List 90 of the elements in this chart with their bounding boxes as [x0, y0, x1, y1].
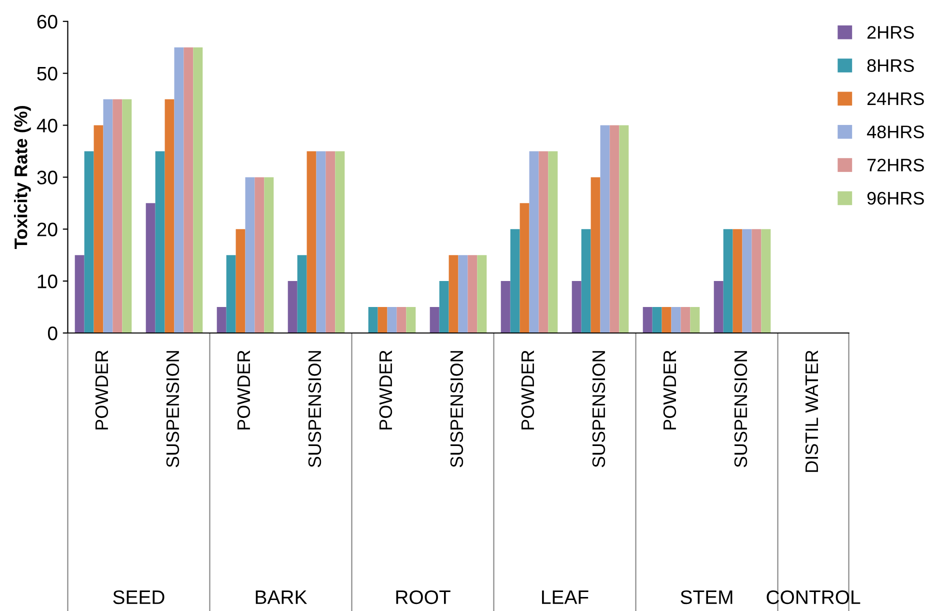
x-tick-label: POWDER: [663, 350, 676, 430]
bar: [216, 307, 226, 333]
bar: [164, 99, 174, 333]
text: STEM: [680, 590, 732, 604]
bar: [193, 47, 203, 333]
legend-label: 48HRS: [866, 126, 924, 138]
x-tick-label: SUSPENSION: [450, 351, 464, 468]
bar: [306, 151, 316, 333]
legend-label: 96HRS: [867, 192, 924, 205]
x-tick-label: DISTIL WATER: [805, 350, 818, 472]
bar: [74, 255, 84, 333]
bar: [690, 307, 700, 333]
bar: [439, 281, 449, 333]
bar: [112, 99, 122, 333]
bar: [619, 125, 629, 333]
bar: [184, 47, 194, 333]
legend-label: 2HRS: [867, 26, 914, 39]
bar: [122, 99, 132, 333]
bar: [468, 255, 478, 333]
bar: [642, 307, 652, 333]
y-tick-label: 50: [37, 66, 58, 81]
bar: [662, 307, 672, 333]
bar: [174, 47, 184, 333]
legend-label: 72HRS: [867, 158, 924, 172]
x-tick-label: SUSPENSION: [308, 351, 322, 468]
bar: [610, 125, 620, 333]
x-tick-label: POWDER: [95, 350, 108, 430]
text: LEAF: [542, 590, 588, 604]
x-tick-label: SUSPENSION: [592, 351, 606, 468]
bar: [368, 307, 378, 333]
bar: [245, 177, 255, 333]
bar: [529, 151, 539, 333]
bar: [510, 229, 520, 333]
bar: [581, 229, 591, 333]
bar: [84, 151, 94, 333]
x-tick-label: POWDER: [379, 350, 392, 430]
bar: [335, 151, 345, 333]
bar: [226, 255, 236, 333]
y-tick-label: 30: [37, 170, 58, 184]
bar: [103, 99, 113, 333]
bar: [288, 281, 298, 333]
bar: [723, 229, 733, 333]
bar: [387, 307, 397, 333]
bar: [600, 125, 610, 333]
bar: [430, 307, 440, 333]
bar: [714, 281, 724, 333]
bar: [94, 125, 104, 333]
bar: [477, 255, 487, 333]
bar: [316, 151, 326, 333]
bar: [538, 151, 548, 333]
bar: [742, 229, 752, 333]
y-tick-label: 60: [37, 14, 58, 29]
text: ROOT: [396, 590, 450, 604]
bar: [652, 307, 662, 333]
bar: [590, 177, 600, 333]
bar: [732, 229, 742, 333]
x-tick-label: POWDER: [237, 350, 250, 430]
bar: [326, 151, 336, 333]
bar: [680, 307, 690, 333]
legend-label: 8HRS: [867, 59, 914, 72]
y-tick-label: 0: [48, 326, 58, 340]
bar: [671, 307, 681, 333]
bar: [378, 307, 388, 333]
x-tick-label: POWDER: [521, 350, 534, 430]
bar: [406, 307, 416, 333]
bar: [396, 307, 406, 333]
y-tick-label: 40: [36, 118, 58, 132]
y-tick-label: 20: [37, 222, 58, 236]
bar: [761, 229, 771, 333]
y-axis-title: Toxicity Rate (%): [14, 106, 31, 250]
text: BARK: [256, 590, 308, 604]
bar: [254, 177, 264, 333]
bar: [264, 177, 274, 333]
bar: [448, 255, 458, 333]
bar: [548, 151, 558, 333]
bar: [520, 203, 530, 333]
bar: [236, 229, 246, 333]
text: SEED: [113, 590, 164, 604]
bar: [572, 281, 582, 333]
bar: [146, 203, 156, 333]
legend-label: 24HRS: [867, 92, 924, 106]
bar: [155, 151, 165, 333]
bar: [752, 229, 762, 333]
bar: [297, 255, 307, 333]
bar: [458, 255, 468, 333]
y-tick-label: 10: [38, 274, 58, 288]
x-tick-label: SUSPENSION: [166, 351, 180, 468]
text: CONTROL: [766, 590, 860, 604]
bar: [500, 281, 510, 333]
x-tick-label: SUSPENSION: [734, 351, 748, 468]
